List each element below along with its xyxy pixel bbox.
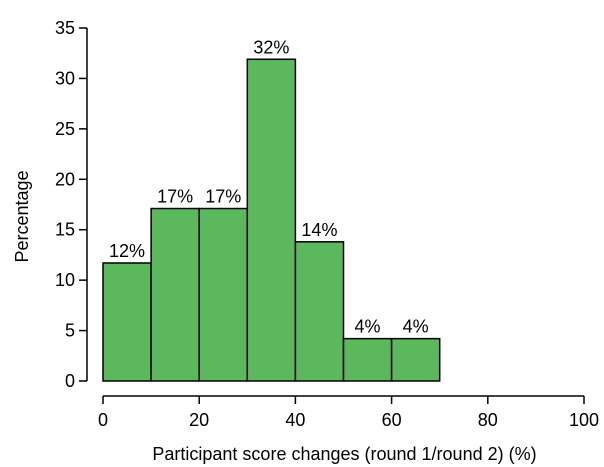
bar-value-label: 17%	[205, 187, 241, 207]
y-tick-label: 10	[55, 270, 75, 290]
histogram-bar	[102, 262, 152, 382]
x-tick-label: 40	[285, 410, 305, 430]
bar-value-label: 4%	[355, 317, 381, 337]
x-tick-label: 60	[382, 410, 402, 430]
x-axis-title: Participant score changes (round 1/round…	[152, 444, 536, 464]
x-axis: 0 20 40 60 80 100	[98, 395, 599, 430]
histogram-bar	[390, 337, 441, 382]
y-tick-label: 5	[65, 321, 75, 341]
x-tick-label: 0	[98, 410, 108, 430]
y-axis: 0 5 10 15 20 25 30 35	[55, 18, 88, 391]
bar-value-label: 14%	[301, 220, 337, 240]
x-tick-label: 20	[189, 410, 209, 430]
bars	[102, 58, 441, 382]
y-tick-label: 0	[65, 371, 75, 391]
data-labels: 12% 17% 17% 32% 14% 4% 4%	[109, 37, 429, 336]
y-tick-label: 35	[55, 18, 75, 38]
bar-value-label: 12%	[109, 241, 145, 261]
y-tick-label: 30	[55, 68, 75, 88]
histogram-bar	[246, 58, 297, 382]
y-tick-label: 20	[55, 169, 75, 189]
bar-value-label: 4%	[403, 317, 429, 337]
x-tick-label: 100	[569, 410, 599, 430]
y-tick-label: 25	[55, 119, 75, 139]
x-tick-label: 80	[478, 410, 498, 430]
y-axis-title: Percentage	[12, 170, 32, 262]
histogram-bar	[294, 241, 345, 382]
histogram-bar	[198, 207, 249, 382]
y-tick-label: 15	[55, 220, 75, 240]
bar-value-label: 32%	[253, 37, 289, 57]
bar-value-label: 17%	[157, 187, 193, 207]
histogram-bar	[342, 337, 393, 382]
histogram-bar	[150, 207, 200, 382]
